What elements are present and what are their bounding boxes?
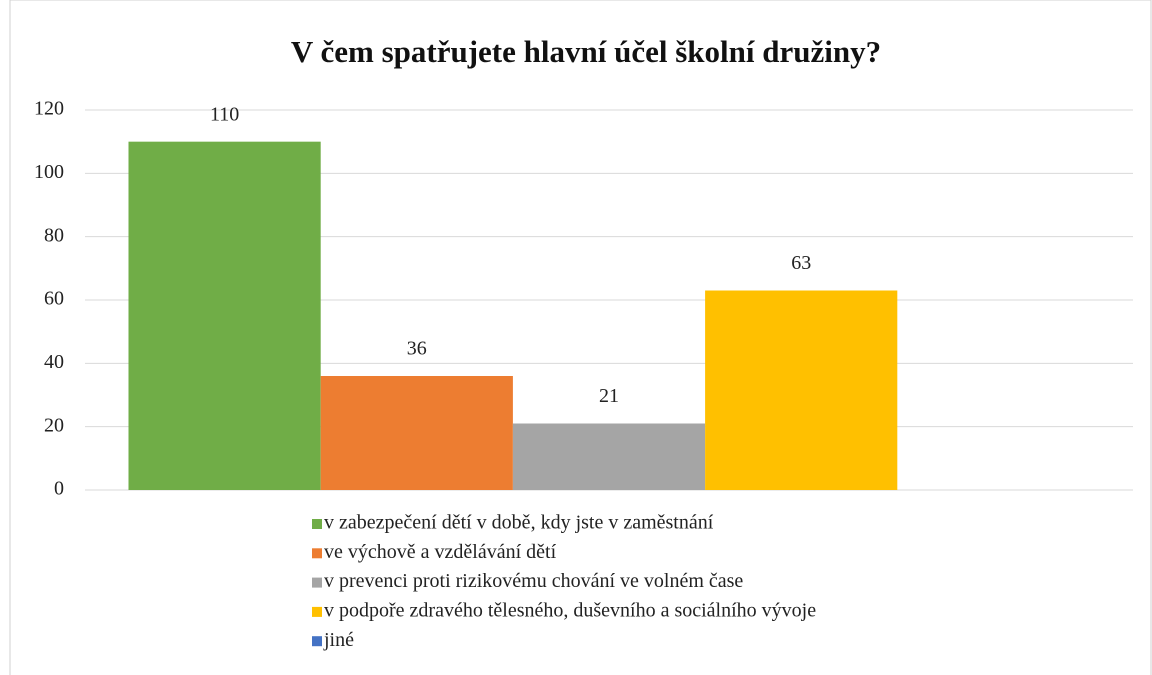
- legend-swatch: [312, 577, 322, 588]
- bar: [320, 376, 513, 490]
- chart-title: V čem spatřujete hlavní účel školní druž…: [291, 34, 881, 69]
- bar: [705, 290, 898, 490]
- y-tick-label: 80: [44, 224, 64, 246]
- legend-swatch: [312, 548, 322, 559]
- legend-label: jiné: [323, 629, 354, 651]
- data-label: 21: [599, 385, 619, 407]
- y-tick-label: 0: [54, 478, 64, 500]
- data-label: 110: [210, 103, 239, 125]
- data-label: 63: [791, 252, 811, 274]
- legend-label: v podpoře zdravého tělesného, duševního …: [324, 599, 816, 621]
- legend-swatch: [312, 606, 322, 617]
- y-tick-label: 120: [34, 98, 64, 120]
- bar: [128, 141, 321, 490]
- data-label: 36: [407, 338, 427, 360]
- y-tick-label: 40: [44, 351, 64, 373]
- legend-label: ve výchově a vzdělávání dětí: [324, 541, 557, 563]
- legend-swatch: [312, 636, 322, 647]
- legend-label: v prevenci proti rizikovému chování ve v…: [324, 570, 743, 592]
- legend-label: v zabezpečení dětí v době, kdy jste v za…: [324, 512, 714, 534]
- legend-swatch: [312, 519, 322, 529]
- bar: [512, 423, 706, 490]
- y-tick-label: 60: [44, 288, 64, 310]
- y-tick-label: 20: [44, 414, 64, 436]
- y-tick-label: 100: [34, 161, 64, 183]
